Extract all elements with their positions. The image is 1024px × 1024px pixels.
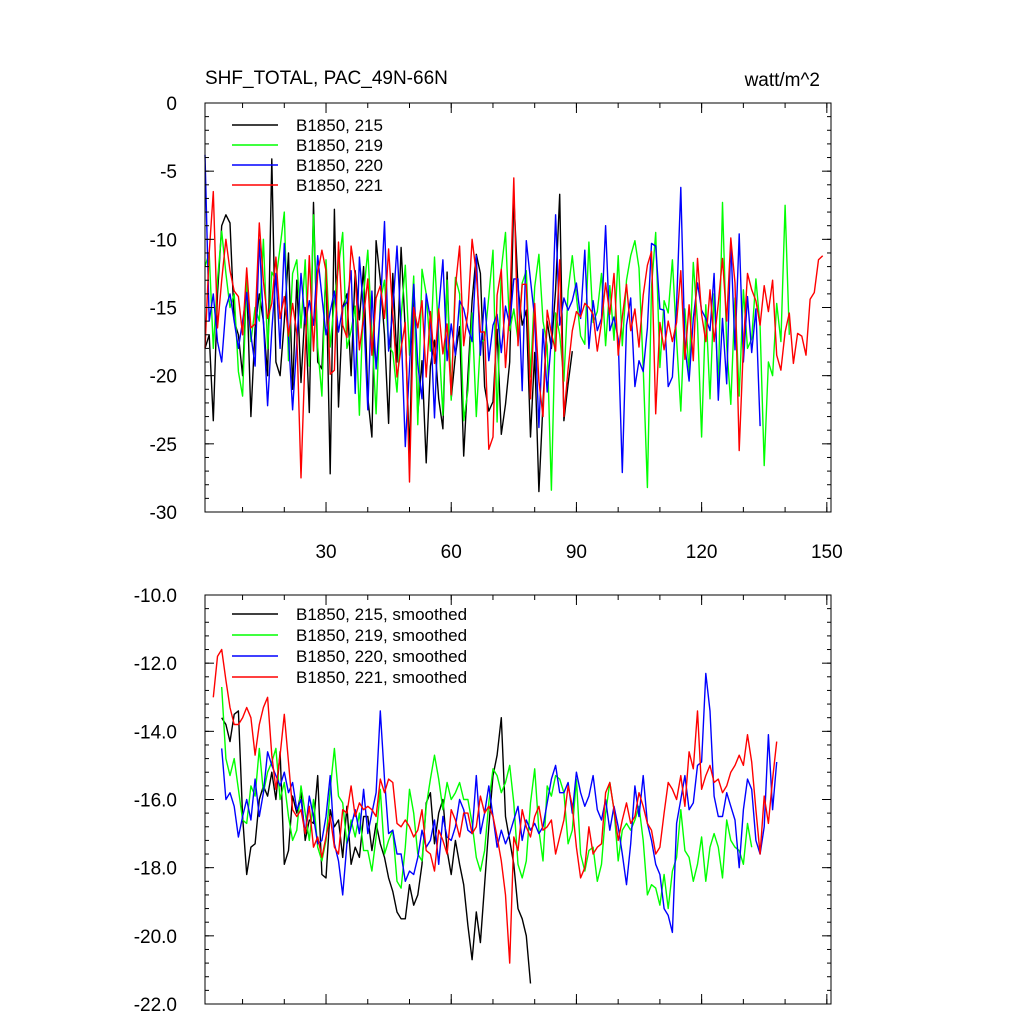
top-chart-units: watt/m^2	[744, 70, 820, 91]
top-legend-label: B1850, 215	[296, 116, 383, 135]
bottom-y-tick-label: -18.0	[134, 859, 177, 880]
bottom-legend-entry: B1850, 221, smoothed	[232, 668, 467, 687]
top-y-tick-label: -20	[150, 367, 177, 388]
bottom-y-tick-label: -10.0	[134, 586, 177, 607]
bottom-legend-entry: B1850, 215, smoothed	[232, 605, 467, 624]
top-chart-title: SHF_TOTAL, PAC_49N-66N	[205, 68, 448, 89]
top-series-line-b1850-220	[204, 154, 761, 474]
top-y-tick-label: -15	[150, 299, 177, 320]
bottom-y-tick-label: -20.0	[134, 927, 177, 948]
bottom-legend-label: B1850, 215, smoothed	[296, 605, 467, 624]
top-series-line-b1850-219	[204, 201, 790, 491]
top-legend-label: B1850, 219	[296, 136, 383, 155]
bottom-series-line-b1850-215-smoothed	[221, 710, 532, 984]
top-x-tick-label: 60	[441, 542, 462, 563]
bottom-series-line-b1850-219-smoothed	[221, 686, 753, 910]
bottom-legend-label: B1850, 219, smoothed	[296, 626, 467, 645]
top-series-line-b1850-221	[204, 177, 824, 483]
bottom-legend-entry: B1850, 220, smoothed	[232, 647, 467, 666]
top-chart-shf-total: 0 -5 -10 -15 -20 -25 -30 30 60 90 120 150 B1850, 215…	[150, 94, 843, 563]
bottom-legend-label: B1850, 221, smoothed	[296, 668, 467, 687]
bottom-y-tick-label: -16.0	[134, 791, 177, 812]
top-x-tick-label: 150	[811, 542, 843, 563]
top-y-tick-label: -5	[160, 162, 177, 183]
bottom-series-line-b1850-220-smoothed	[221, 672, 778, 934]
top-x-tick-label: 120	[686, 542, 718, 563]
top-x-tick-label: 90	[566, 542, 587, 563]
top-legend-entry: B1850, 220	[232, 156, 383, 175]
top-y-tick-label: -30	[150, 503, 177, 524]
top-legend-label: B1850, 221	[296, 176, 383, 195]
top-legend-entry: B1850, 219	[232, 136, 383, 155]
bottom-series-line-b1850-221-smoothed	[212, 648, 778, 964]
top-y-tick-label: 0	[166, 94, 177, 115]
top-y-tick-label: -25	[150, 435, 177, 456]
bottom-chart-smoothed: -10.0 -12.0 -14.0 -16.0 -18.0 -20.0 -22.0 B1850…	[134, 586, 832, 1016]
bottom-y-tick-label: -12.0	[134, 654, 177, 675]
bottom-legend-label: B1850, 220, smoothed	[296, 647, 467, 666]
bottom-y-tick-label: -22.0	[134, 995, 177, 1016]
top-x-tick-label: 30	[315, 542, 336, 563]
top-y-tick-label: -10	[150, 230, 177, 251]
bottom-y-tick-label: -14.0	[134, 722, 177, 743]
top-legend-entry: B1850, 215	[232, 116, 383, 135]
bottom-legend-entry: B1850, 219, smoothed	[232, 626, 467, 645]
top-legend-label: B1850, 220	[296, 156, 383, 175]
top-legend-entry: B1850, 221	[232, 176, 383, 195]
